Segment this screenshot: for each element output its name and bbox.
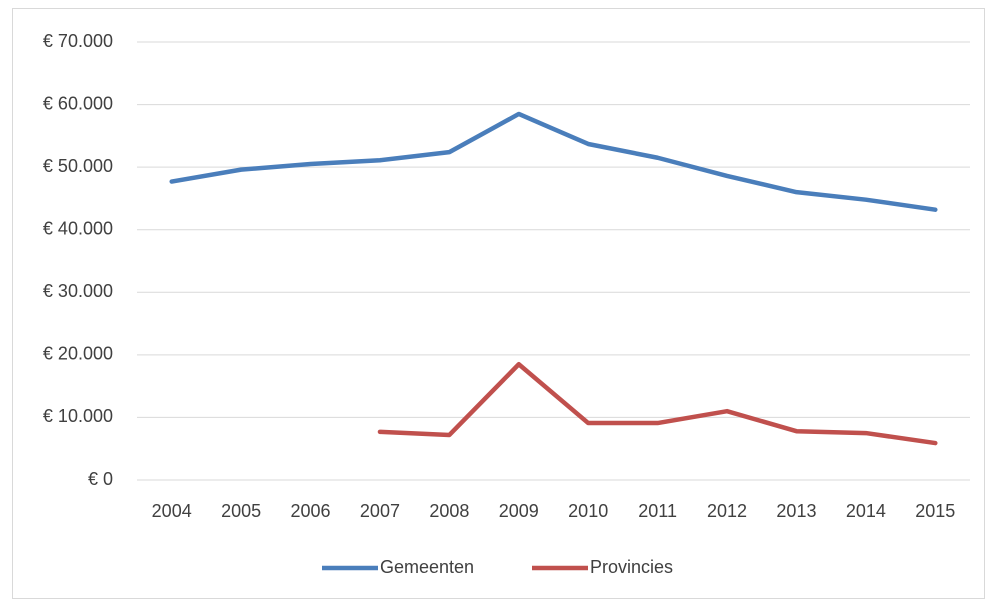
series-line — [169, 111, 938, 212]
y-tick-label: € 20.000 — [43, 344, 113, 364]
x-tick-label: 2015 — [915, 501, 955, 521]
legend-label: Gemeenten — [380, 557, 474, 577]
y-tick-label: € 40.000 — [43, 218, 113, 238]
x-tick-label: 2005 — [221, 501, 261, 521]
x-tick-label: 2006 — [291, 501, 331, 521]
y-tick-label: € 70.000 — [43, 31, 113, 51]
y-tick-label: € 30.000 — [43, 281, 113, 301]
x-tick-label: 2004 — [152, 501, 192, 521]
x-tick-label: 2010 — [568, 501, 608, 521]
x-tick-label: 2012 — [707, 501, 747, 521]
chart-border — [12, 8, 985, 599]
x-tick-label: 2007 — [360, 501, 400, 521]
x-tick-label: 2011 — [638, 501, 677, 521]
y-tick-label: € 0 — [88, 469, 113, 489]
y-tick-label: € 10.000 — [43, 406, 113, 426]
x-tick-label: 2008 — [429, 501, 469, 521]
x-tick-label: 2009 — [499, 501, 539, 521]
x-tick-label: 2014 — [846, 501, 886, 521]
legend-label: Provincies — [590, 557, 673, 577]
y-tick-label: € 50.000 — [43, 156, 113, 176]
series-line — [377, 361, 938, 446]
x-tick-label: 2013 — [776, 501, 816, 521]
y-tick-label: € 60.000 — [43, 93, 113, 113]
